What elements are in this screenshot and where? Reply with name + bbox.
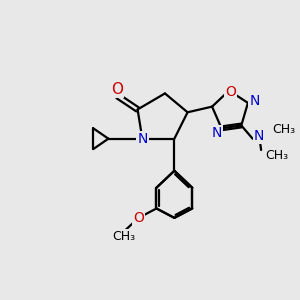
Text: O: O xyxy=(111,82,123,97)
Text: N: N xyxy=(137,132,148,146)
Text: N: N xyxy=(212,126,222,140)
Text: CH₃: CH₃ xyxy=(272,123,296,136)
Text: N: N xyxy=(249,94,260,108)
Text: CH₃: CH₃ xyxy=(112,230,135,243)
Text: CH₃: CH₃ xyxy=(265,149,288,162)
Text: O: O xyxy=(133,211,144,225)
Text: O: O xyxy=(226,85,236,100)
Text: N: N xyxy=(254,129,264,143)
